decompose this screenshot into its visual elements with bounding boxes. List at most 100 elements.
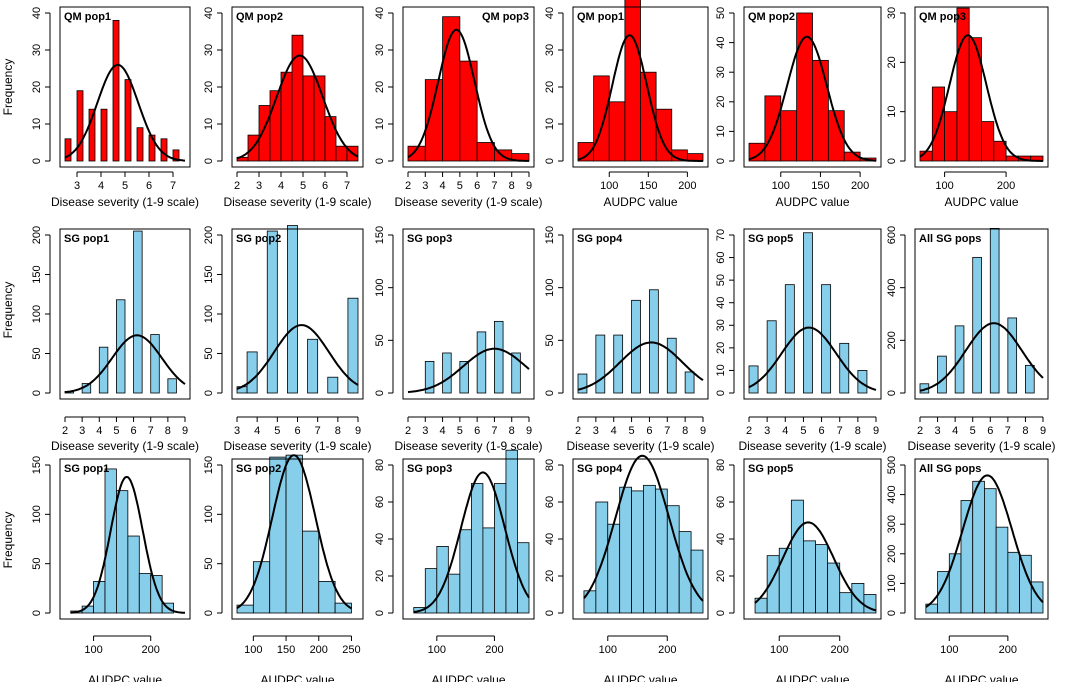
chart-0-x-axis-label: Disease severity (1-9 scale) <box>51 195 199 209</box>
chart-4-y-tick-label-0: 0 <box>715 158 727 164</box>
chart-2-y-tick-label-2: 20 <box>374 81 386 93</box>
chart-8-x-tick-label-3: 5 <box>457 425 463 437</box>
chart-9-title: SG pop4 <box>577 233 623 245</box>
chart-13-x-tick-label-3: 250 <box>342 644 360 656</box>
chart-10-bar-12 <box>857 370 868 394</box>
chart-15-normal-curve <box>583 454 704 602</box>
chart-10-x-tick-label-7: 9 <box>873 425 879 437</box>
chart-7-y-tick-label-1: 50 <box>203 347 215 359</box>
chart-8-title: SG pop3 <box>407 233 452 245</box>
chart-7-y-tick-label-3: 150 <box>203 265 215 283</box>
chart-5-normal-curve <box>919 34 1043 162</box>
chart-16-bar-6 <box>827 562 841 614</box>
chart-8-bar-10 <box>494 320 504 394</box>
row2-y-axis-label: Frequency <box>1 282 15 339</box>
chart-15-title: SG pop4 <box>577 463 623 475</box>
chart-7-bar-3 <box>266 230 278 394</box>
chart-8-bar-2 <box>424 360 435 394</box>
chart-7-normal-curve <box>236 324 359 390</box>
chart-2-x-tick-label-4: 6 <box>474 180 480 192</box>
chart-0-x-tick-label-0: 3 <box>74 180 80 192</box>
chart-1-x-tick-label-5: 7 <box>344 180 350 192</box>
chart-17-frame <box>914 458 1049 620</box>
chart-10-title: SG pop5 <box>748 233 793 245</box>
chart-8-frame <box>402 228 535 400</box>
chart-5-frame <box>914 6 1049 168</box>
chart-6-y-tick-label-0: 0 <box>31 390 43 396</box>
chart-13-bar-4 <box>302 530 320 614</box>
row1-y-axis-label: Frequency <box>1 59 15 116</box>
chart-1-normal-curve <box>236 54 359 160</box>
chart-12-bar-4 <box>116 490 129 614</box>
chart-11-bar-8 <box>989 228 1000 394</box>
chart-7-y-tick-label-2: 100 <box>203 305 215 323</box>
chart-0-bar-14 <box>148 134 156 162</box>
chart-11-x-tick-label-5: 7 <box>1005 425 1011 437</box>
chart-1-y-tick-label-4: 40 <box>203 7 215 19</box>
chart-10-y-tick-label-2: 20 <box>715 342 727 354</box>
chart-4-title: QM pop2 <box>748 11 795 23</box>
chart-17-y-tick-label-3: 300 <box>886 515 898 533</box>
chart-3-x-tick-label-1: 150 <box>639 180 657 192</box>
chart-14-y-tick-label-0: 0 <box>374 610 386 616</box>
chart-2-bar-2 <box>442 16 461 162</box>
chart-6-bar-10 <box>150 334 160 394</box>
chart-12-y-tick-label-1: 50 <box>31 558 43 570</box>
chart-12-bar-6 <box>138 573 152 614</box>
chart-11-x-tick-label-3: 5 <box>970 425 976 437</box>
chart-6-y-tick-label-4: 200 <box>31 226 43 244</box>
chart-1: 0 10 20 30 40 2 3 4 5 6 7 Disease severity (1-9 sca… <box>203 6 372 209</box>
chart-12-y-tick-label-3: 150 <box>31 456 43 474</box>
chart-2-x-tick-label-7: 9 <box>526 180 532 192</box>
chart-13-y-tick-label-0: 0 <box>203 610 215 616</box>
chart-16-y-tick-label-3: 60 <box>715 496 727 508</box>
chart-3-x-tick-label-2: 200 <box>678 180 696 192</box>
chart-4-y-tick-label-3: 30 <box>715 66 727 78</box>
chart-6-x-tick-label-7: 9 <box>182 425 188 437</box>
chart-6-x-tick-label-4: 6 <box>131 425 137 437</box>
chart-7-x-tick-label-3: 6 <box>294 425 300 437</box>
chart-8-x-tick-label-1: 3 <box>422 425 428 437</box>
chart-16-bar-4 <box>803 540 816 614</box>
chart-17-y-tick-label-4: 400 <box>886 485 898 503</box>
chart-11-bar-10 <box>1007 317 1018 394</box>
chart-4-y-tick-label-4: 40 <box>715 36 727 48</box>
chart-3-x-tick-label-0: 100 <box>600 180 618 192</box>
chart-9-bar-10 <box>666 337 677 394</box>
chart-11-x-tick-label-4: 6 <box>987 425 993 437</box>
chart-16-y-tick-label-0: 0 <box>715 610 727 616</box>
chart-17-y-tick-label-5: 500 <box>886 456 898 474</box>
chart-11-x-tick-label-1: 3 <box>935 425 941 437</box>
chart-17-x-tick-label-0: 100 <box>940 644 958 656</box>
chart-8-x-tick-label-2: 4 <box>440 425 446 437</box>
chart-17-y-tick-label-1: 100 <box>886 574 898 592</box>
chart-5-y-tick-label-0: 0 <box>886 158 898 164</box>
chart-14-bar-1 <box>424 568 438 614</box>
chart-15-frame <box>572 458 709 620</box>
chart-0-y-tick-label-2: 20 <box>31 81 43 93</box>
chart-3-y-tick-label-0: 0 <box>544 158 556 164</box>
chart-11-x-axis-label: Disease severity (1-9 scale) <box>907 439 1055 453</box>
chart-3-frame <box>572 6 709 168</box>
chart-8-y-tick-label-3: 150 <box>374 226 386 244</box>
chart-17-bar-7 <box>1007 551 1020 614</box>
chart-5-bar-5 <box>981 121 995 162</box>
chart-11-x-tick-label-6: 8 <box>1022 425 1028 437</box>
chart-7-bar-11 <box>347 297 359 394</box>
chart-1-x-axis-label: Disease severity (1-9 scale) <box>223 195 371 209</box>
chart-9-x-tick-label-0: 2 <box>575 425 581 437</box>
chart-12-x-tick-label-0: 100 <box>84 644 102 656</box>
row3-y-axis-label: Frequency <box>1 512 15 569</box>
chart-13-x-tick-label-1: 150 <box>277 644 295 656</box>
chart-2-x-tick-label-3: 5 <box>457 180 463 192</box>
chart-4-normal-curve <box>748 35 877 162</box>
chart-4-bar-1 <box>764 95 782 162</box>
chart-7-x-tick-label-4: 7 <box>315 425 321 437</box>
chart-17: 0 100 200 300 400 500 100 200 AUDPC value All SG … <box>886 456 1049 682</box>
chart-0-x-tick-label-2: 5 <box>122 180 128 192</box>
chart-11: 0 200 400 600 2 3 4 5 6 7 8 9 Disease severity (1-9 … <box>886 226 1056 453</box>
chart-2-frame <box>402 6 535 168</box>
chart-14-y-tick-label-2: 40 <box>374 533 386 545</box>
chart-10-y-tick-label-3: 30 <box>715 319 727 331</box>
chart-9-y-tick-label-2: 100 <box>544 278 556 296</box>
